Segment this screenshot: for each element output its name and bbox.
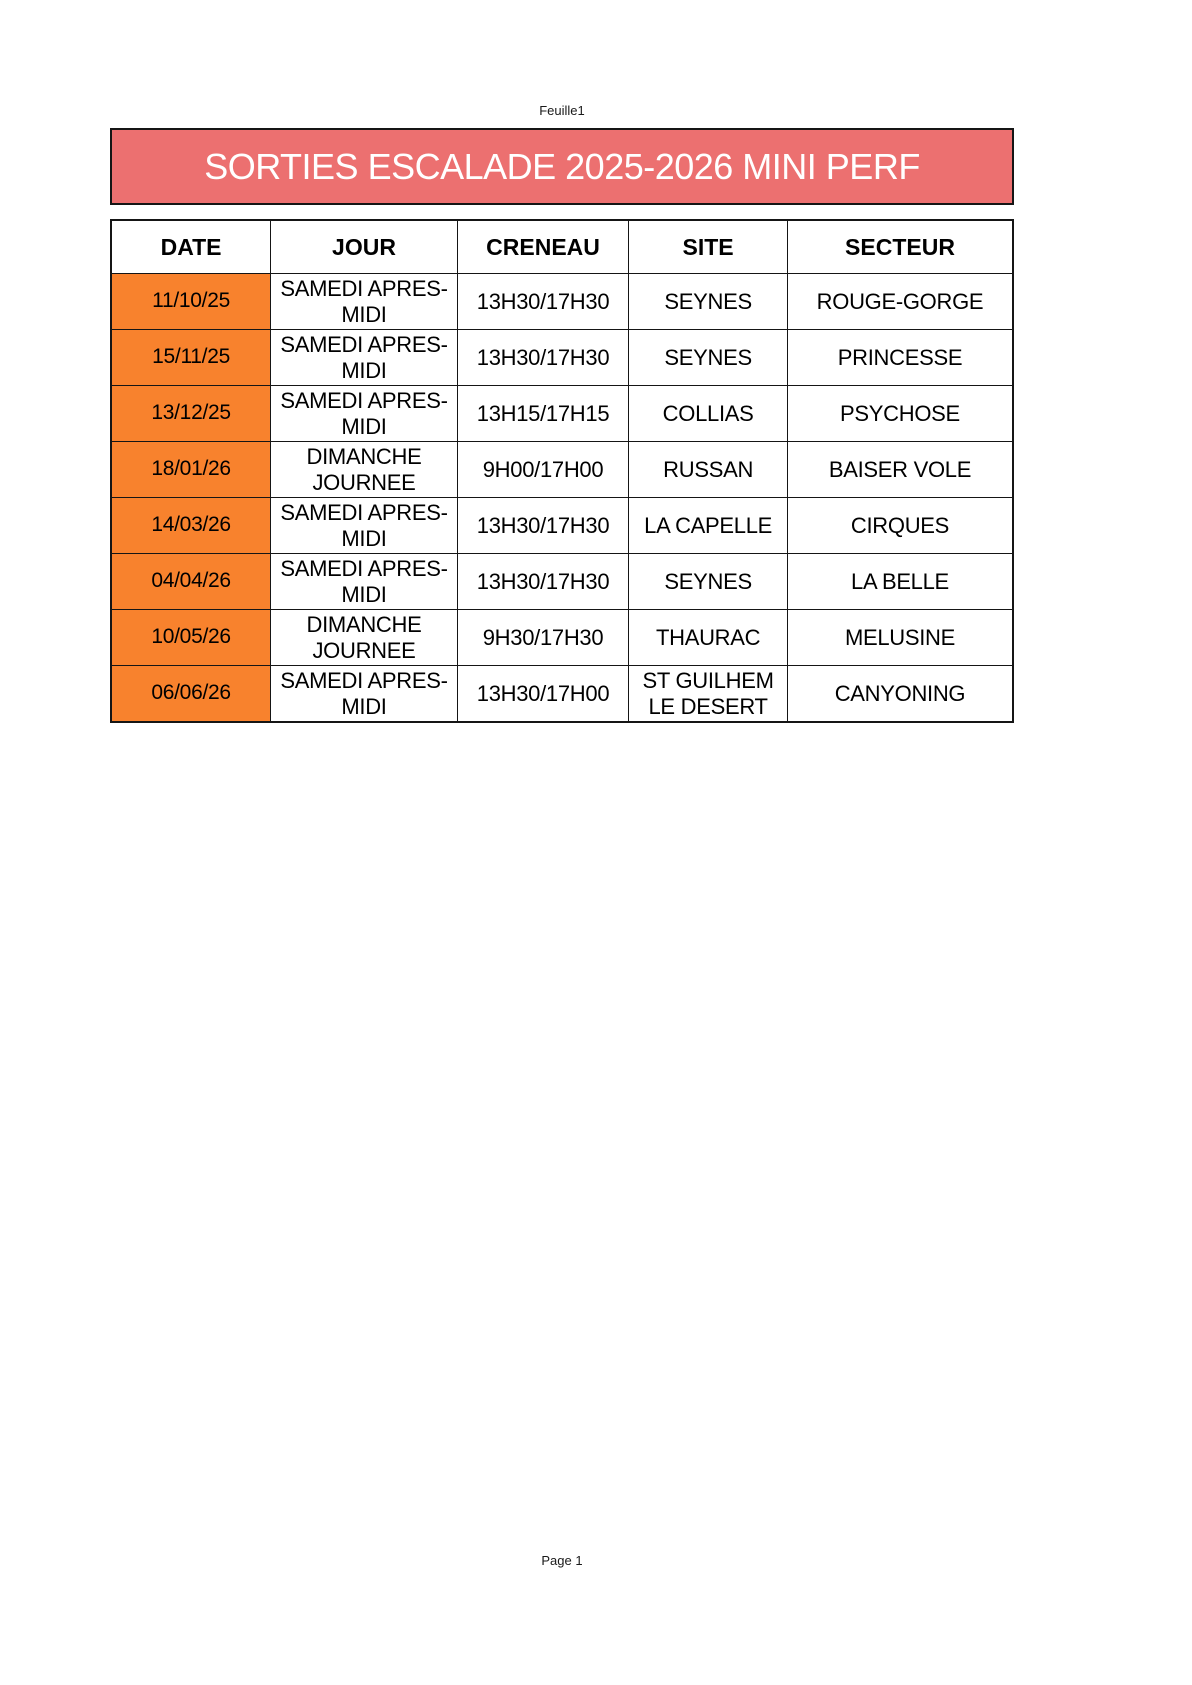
- table-row: 15/11/25 SAMEDI APRES-MIDI 13H30/17H30 SEYN…: [110, 329, 1014, 386]
- site-cell: SEYNES: [628, 273, 788, 330]
- page-title: SORTIES ESCALADE 2025-2026 MINI PERF: [204, 145, 920, 187]
- column-header-jour: JOUR: [270, 219, 458, 274]
- date-cell: 15/11/25: [110, 329, 272, 386]
- secteur-cell: CIRQUES: [786, 497, 1014, 554]
- jour-cell: SAMEDI APRES-MIDI: [270, 553, 458, 610]
- site-cell: ST GUILHEM LE DESERT: [628, 665, 788, 723]
- table-row: 18/01/26 DIMANCHE JOURNEE 9H00/17H00 RUSSAN…: [110, 441, 1014, 498]
- jour-cell: SAMEDI APRES-MIDI: [270, 329, 458, 386]
- creneau-cell: 13H30/17H30: [456, 273, 630, 330]
- date-cell: 13/12/25: [110, 385, 272, 442]
- date-cell: 11/10/25: [110, 273, 272, 330]
- secteur-cell: PSYCHOSE: [786, 385, 1014, 442]
- creneau-cell: 13H30/17H30: [456, 329, 630, 386]
- table-row: 11/10/25 SAMEDI APRES-MIDI 13H30/17H30 SEYN…: [110, 273, 1014, 330]
- creneau-cell: 13H15/17H15: [456, 385, 630, 442]
- creneau-cell: 13H30/17H30: [456, 553, 630, 610]
- table-row: 10/05/26 DIMANCHE JOURNEE 9H30/17H30 THAURA…: [110, 609, 1014, 666]
- sheet-name-header: Feuille1: [539, 103, 585, 118]
- site-cell: SEYNES: [628, 329, 788, 386]
- secteur-cell: PRINCESSE: [786, 329, 1014, 386]
- secteur-cell: MELUSINE: [786, 609, 1014, 666]
- date-cell: 10/05/26: [110, 609, 272, 666]
- table-row: 04/04/26 SAMEDI APRES-MIDI 13H30/17H30 SEYN…: [110, 553, 1014, 610]
- date-cell: 06/06/26: [110, 665, 272, 723]
- site-cell: SEYNES: [628, 553, 788, 610]
- column-header-secteur: SECTEUR: [786, 219, 1014, 274]
- date-cell: 18/01/26: [110, 441, 272, 498]
- table-row: 06/06/26 SAMEDI APRES-MIDI 13H30/17H00 ST G…: [110, 665, 1014, 723]
- table-row: 14/03/26 SAMEDI APRES-MIDI 13H30/17H30 LA C…: [110, 497, 1014, 554]
- site-cell: LA CAPELLE: [628, 497, 788, 554]
- site-cell: RUSSAN: [628, 441, 788, 498]
- creneau-cell: 13H30/17H00: [456, 665, 630, 723]
- secteur-cell: ROUGE-GORGE: [786, 273, 1014, 330]
- date-cell: 04/04/26: [110, 553, 272, 610]
- jour-cell: SAMEDI APRES-MIDI: [270, 665, 458, 723]
- jour-cell: DIMANCHE JOURNEE: [270, 609, 458, 666]
- secteur-cell: LA BELLE: [786, 553, 1014, 610]
- column-header-site: SITE: [628, 219, 788, 274]
- secteur-cell: BAISER VOLE: [786, 441, 1014, 498]
- title-banner: SORTIES ESCALADE 2025-2026 MINI PERF: [110, 128, 1014, 205]
- site-cell: COLLIAS: [628, 385, 788, 442]
- header-row: DATE JOUR CRENEAU SITE SECTEUR: [110, 219, 1014, 274]
- creneau-cell: 9H00/17H00: [456, 441, 630, 498]
- creneau-cell: 9H30/17H30: [456, 609, 630, 666]
- table-row: 13/12/25 SAMEDI APRES-MIDI 13H15/17H15 COLL…: [110, 385, 1014, 442]
- schedule-table: DATE JOUR CRENEAU SITE SECTEUR 11/10/25 S…: [110, 219, 1014, 723]
- site-cell: THAURAC: [628, 609, 788, 666]
- table-body: 11/10/25 SAMEDI APRES-MIDI 13H30/17H30 SEYN…: [110, 273, 1014, 723]
- page-number-footer: Page 1: [541, 1553, 583, 1568]
- jour-cell: SAMEDI APRES-MIDI: [270, 385, 458, 442]
- jour-cell: DIMANCHE JOURNEE: [270, 441, 458, 498]
- creneau-cell: 13H30/17H30: [456, 497, 630, 554]
- column-header-date: DATE: [110, 219, 272, 274]
- jour-cell: SAMEDI APRES-MIDI: [270, 273, 458, 330]
- column-header-creneau: CRENEAU: [456, 219, 630, 274]
- secteur-cell: CANYONING: [786, 665, 1014, 723]
- jour-cell: SAMEDI APRES-MIDI: [270, 497, 458, 554]
- date-cell: 14/03/26: [110, 497, 272, 554]
